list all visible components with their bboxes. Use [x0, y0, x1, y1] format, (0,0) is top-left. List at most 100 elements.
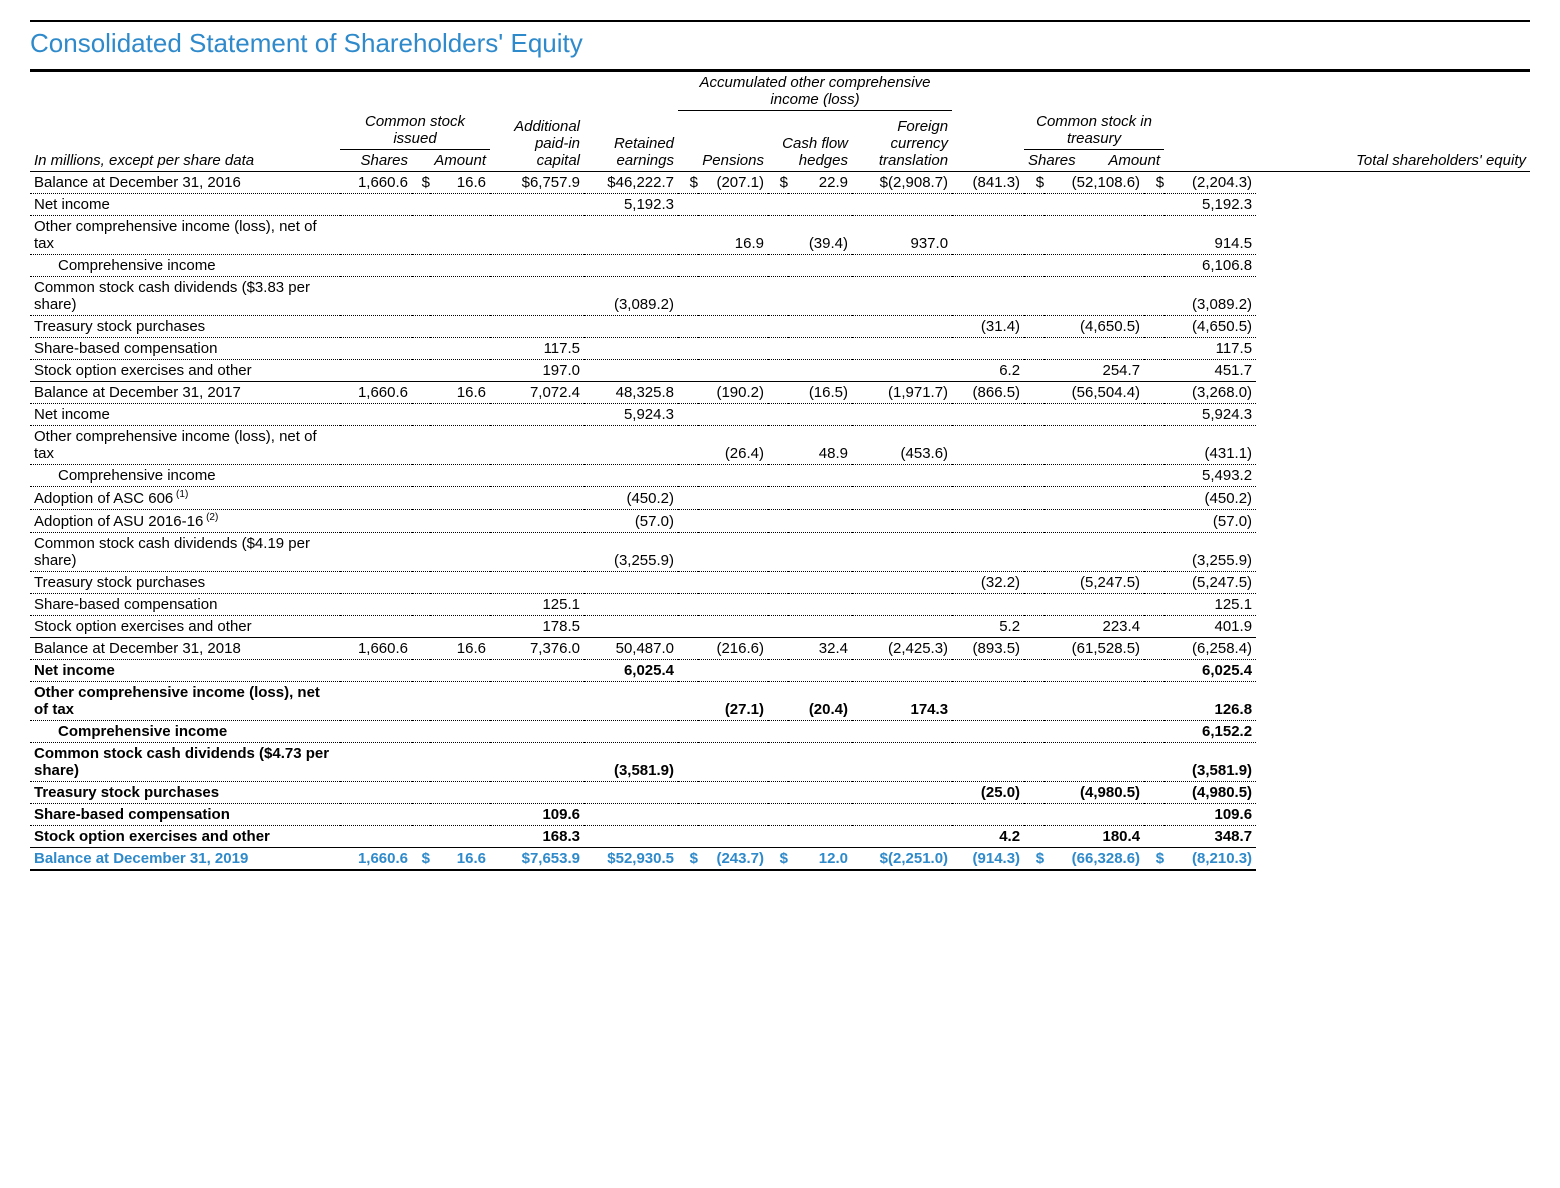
cell: [430, 825, 490, 847]
cell: [430, 425, 490, 464]
row-label: Common stock cash dividends ($4.19 per s…: [30, 532, 340, 571]
cell: (27.1): [698, 681, 768, 720]
cell: [952, 659, 1024, 681]
cell: (207.1): [698, 171, 768, 193]
cell: [852, 803, 952, 825]
row-label: Share-based compensation: [30, 337, 340, 359]
cell: [1044, 464, 1144, 486]
cell: [788, 742, 852, 781]
cell: 109.6: [1164, 803, 1256, 825]
cell: [340, 403, 412, 425]
cell: [1144, 254, 1164, 276]
hdr-common-issued: Common stock issued: [340, 111, 490, 150]
cell: 6.2: [952, 359, 1024, 381]
cell: [678, 215, 698, 254]
cell: [1144, 615, 1164, 637]
cell: [678, 659, 698, 681]
row-label: Comprehensive income: [30, 464, 340, 486]
cell: [1144, 681, 1164, 720]
cell: (5,247.5): [1044, 571, 1144, 593]
cell: [678, 803, 698, 825]
cell: 12.0: [788, 847, 852, 870]
cell: [340, 337, 412, 359]
table-row: Share-based compensation117.5117.5: [30, 337, 1530, 359]
cell: [1024, 720, 1044, 742]
cell: [412, 509, 430, 532]
cell: [768, 681, 788, 720]
row-label: Adoption of ASC 606 (1): [30, 486, 340, 509]
table-row: Net income6,025.46,025.4: [30, 659, 1530, 681]
cell: [584, 681, 678, 720]
cell: [1024, 742, 1044, 781]
cell: 197.0: [490, 359, 584, 381]
cell: [340, 681, 412, 720]
cell: [1024, 571, 1044, 593]
cell: 180.4: [1044, 825, 1144, 847]
cell: [490, 403, 584, 425]
cell: (893.5): [952, 637, 1024, 659]
cell: $46,222.7: [584, 171, 678, 193]
cell: [698, 571, 768, 593]
cell: [340, 464, 412, 486]
cell: 5,924.3: [1164, 403, 1256, 425]
cell: 6,025.4: [584, 659, 678, 681]
cell: [430, 720, 490, 742]
cell: [952, 276, 1024, 315]
cell: [768, 425, 788, 464]
cell: (453.6): [852, 425, 952, 464]
cell: [1024, 803, 1044, 825]
cell: [698, 615, 768, 637]
cell: [1044, 425, 1144, 464]
cell: $: [1144, 847, 1164, 870]
cell: [698, 781, 768, 803]
table-row: Treasury stock purchases(32.2)(5,247.5)(…: [30, 571, 1530, 593]
row-label: Share-based compensation: [30, 803, 340, 825]
cell: 5,192.3: [584, 193, 678, 215]
cell: [1024, 825, 1044, 847]
cell: [952, 254, 1024, 276]
cell: [788, 359, 852, 381]
cell: [1024, 381, 1044, 403]
hdr-amount1: Amount: [412, 149, 490, 171]
cell: [340, 571, 412, 593]
cell: [584, 359, 678, 381]
top-rule: [30, 20, 1530, 22]
cell: $: [1144, 171, 1164, 193]
cell: $: [412, 171, 430, 193]
cell: [490, 315, 584, 337]
cell: [678, 781, 698, 803]
cell: [490, 659, 584, 681]
cell: [1144, 486, 1164, 509]
cell: [340, 742, 412, 781]
cell: [768, 615, 788, 637]
cell: [788, 193, 852, 215]
cell: [430, 615, 490, 637]
cell: [698, 593, 768, 615]
cell: [1024, 403, 1044, 425]
cell: 178.5: [490, 615, 584, 637]
cell: 7,072.4: [490, 381, 584, 403]
cell: [852, 659, 952, 681]
cell: [430, 803, 490, 825]
cell: $: [768, 171, 788, 193]
cell: (841.3): [952, 171, 1024, 193]
cell: [768, 803, 788, 825]
cell: (3,089.2): [584, 276, 678, 315]
cell: [768, 781, 788, 803]
cell: [952, 742, 1024, 781]
cell: [412, 615, 430, 637]
cell: [678, 254, 698, 276]
cell: [430, 742, 490, 781]
table-row: Other comprehensive income (loss), net o…: [30, 425, 1530, 464]
cell: 48.9: [788, 425, 852, 464]
cell: [584, 215, 678, 254]
cell: [1144, 381, 1164, 403]
cell: 48,325.8: [584, 381, 678, 403]
cell: [952, 720, 1024, 742]
cell: [788, 615, 852, 637]
hdr-shares1: Shares: [340, 149, 412, 171]
cell: [340, 720, 412, 742]
cell: (4,650.5): [1164, 315, 1256, 337]
cell: [1024, 681, 1044, 720]
table-row: Share-based compensation109.6109.6: [30, 803, 1530, 825]
